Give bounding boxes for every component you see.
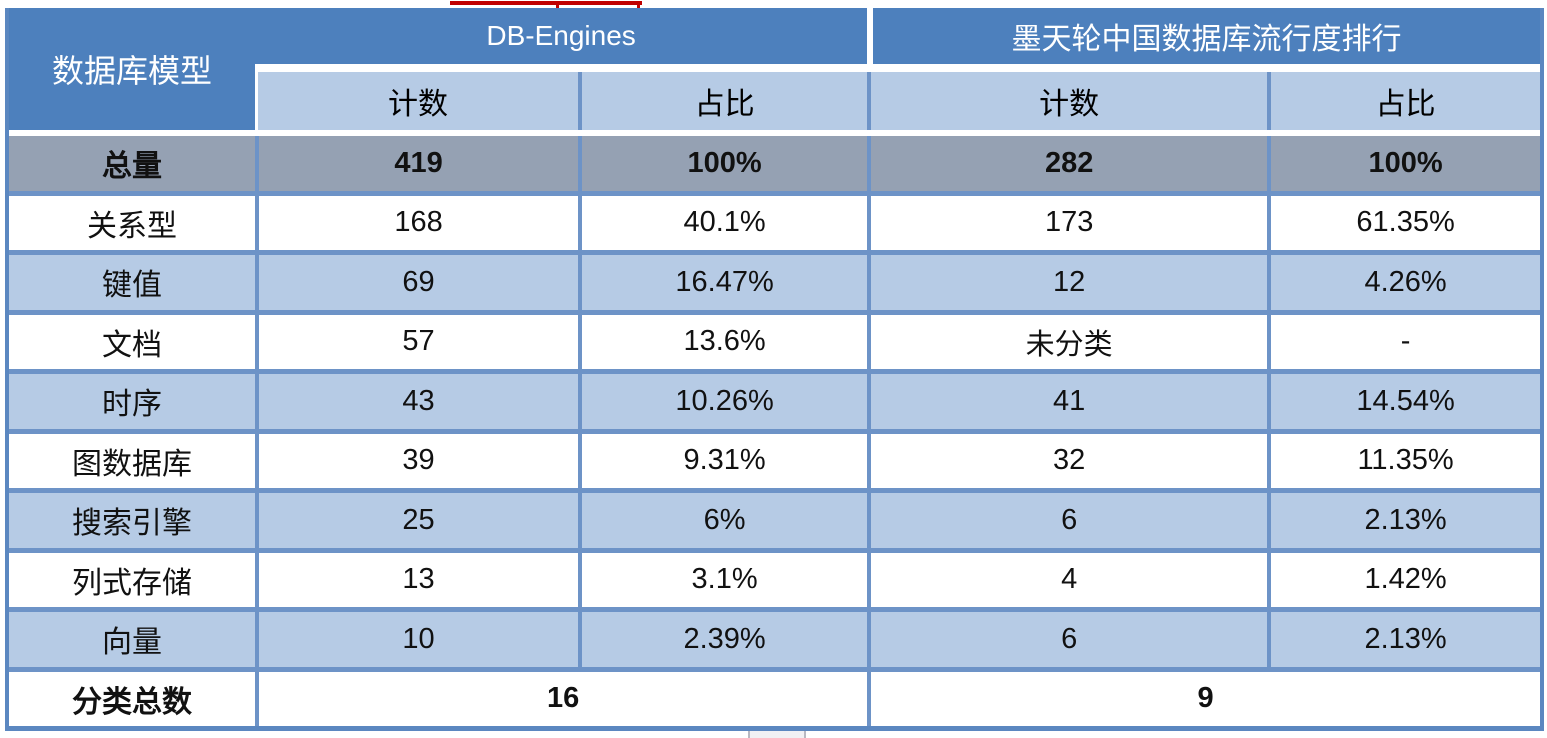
cell-value: 168 — [255, 195, 579, 250]
row-label: 分类总数 — [9, 671, 256, 726]
row-label: 列式存储 — [9, 552, 256, 607]
cell-value: 14.54% — [1267, 374, 1540, 429]
cell-value: 2.39% — [578, 612, 868, 667]
header-body-divider — [9, 130, 1540, 136]
subheader-share-modb: 占比 — [1267, 72, 1540, 130]
row-label: 搜索引擎 — [9, 493, 256, 548]
cell-category-total-db-engines: 16 — [255, 671, 868, 726]
cell-value: 10 — [255, 612, 579, 667]
table-row: 图数据库 39 9.31% 32 11.35% — [9, 428, 1540, 488]
cell-value: 1.42% — [1267, 552, 1540, 607]
table-body: 总量 419 100% 282 100% 关系型 168 40.1% 173 6… — [9, 136, 1540, 726]
cell-value: 39 — [255, 433, 579, 488]
scrollbar-thumb-fragment[interactable] — [748, 731, 806, 738]
column-header-model: 数据库模型 — [9, 8, 256, 130]
cell-value: 32 — [867, 433, 1268, 488]
cell-value: 69 — [255, 255, 579, 310]
group-header-modb: 墨天轮中国数据库流行度排行 — [867, 8, 1540, 64]
table-row: 关系型 168 40.1% 173 61.35% — [9, 190, 1540, 250]
table-row: 向量 10 2.39% 6 2.13% — [9, 607, 1540, 667]
cell-value: 2.13% — [1267, 612, 1540, 667]
group-header-db-engines: DB-Engines — [255, 8, 868, 64]
cell-value: 13.6% — [578, 314, 868, 369]
red-underline-tick — [556, 1, 559, 9]
cell-value: 41 — [867, 374, 1268, 429]
table-row: 文档 57 13.6% 未分类 - — [9, 309, 1540, 369]
table-row: 搜索引擎 25 6% 6 2.13% — [9, 488, 1540, 548]
table-row: 时序 43 10.26% 41 14.54% — [9, 369, 1540, 429]
cell-value: 6 — [867, 612, 1268, 667]
cell-value: 419 — [255, 136, 579, 191]
table-row: 列式存储 13 3.1% 4 1.42% — [9, 547, 1540, 607]
cell-value: - — [1267, 314, 1540, 369]
row-label: 向量 — [9, 612, 256, 667]
row-label: 文档 — [9, 314, 256, 369]
cell-value: 282 — [867, 136, 1268, 191]
subheader-count-modb: 计数 — [867, 72, 1268, 130]
subheader-count-db-engines: 计数 — [255, 72, 579, 130]
cell-value: 4 — [867, 552, 1268, 607]
cell-value: 3.1% — [578, 552, 868, 607]
row-label: 键值 — [9, 255, 256, 310]
cell-value: 6% — [578, 493, 868, 548]
red-underline-tick — [637, 1, 640, 9]
subheader-share-db-engines: 占比 — [578, 72, 868, 130]
cell-value: 173 — [867, 195, 1268, 250]
cell-value: 2.13% — [1267, 493, 1540, 548]
row-label: 时序 — [9, 374, 256, 429]
cell-value: 57 — [255, 314, 579, 369]
cell-value: 40.1% — [578, 195, 868, 250]
cell-value: 100% — [578, 136, 868, 191]
row-label: 总量 — [9, 136, 256, 191]
cell-value: 43 — [255, 374, 579, 429]
cell-value: 25 — [255, 493, 579, 548]
cell-value: 11.35% — [1267, 433, 1540, 488]
cell-value: 16.47% — [578, 255, 868, 310]
row-label: 图数据库 — [9, 433, 256, 488]
cell-value: 100% — [1267, 136, 1540, 191]
cell-value: 4.26% — [1267, 255, 1540, 310]
cell-value: 6 — [867, 493, 1268, 548]
cell-value: 10.26% — [578, 374, 868, 429]
cell-value: 9.31% — [578, 433, 868, 488]
database-model-comparison-table: 数据库模型 DB-Engines 墨天轮中国数据库流行度排行 计数 占比 计数 … — [5, 8, 1544, 731]
red-underline-fragment — [450, 1, 642, 5]
cell-value: 12 — [867, 255, 1268, 310]
cell-value: 未分类 — [867, 314, 1268, 369]
table-header: 数据库模型 DB-Engines 墨天轮中国数据库流行度排行 计数 占比 计数 … — [9, 8, 1540, 130]
cell-category-total-modb: 9 — [867, 671, 1540, 726]
row-label: 关系型 — [9, 195, 256, 250]
cell-value: 61.35% — [1267, 195, 1540, 250]
table-row-category-total: 分类总数 16 9 — [9, 666, 1540, 726]
cell-value: 13 — [255, 552, 579, 607]
table-row: 键值 69 16.47% 12 4.26% — [9, 250, 1540, 310]
table-row-total: 总量 419 100% 282 100% — [9, 136, 1540, 191]
